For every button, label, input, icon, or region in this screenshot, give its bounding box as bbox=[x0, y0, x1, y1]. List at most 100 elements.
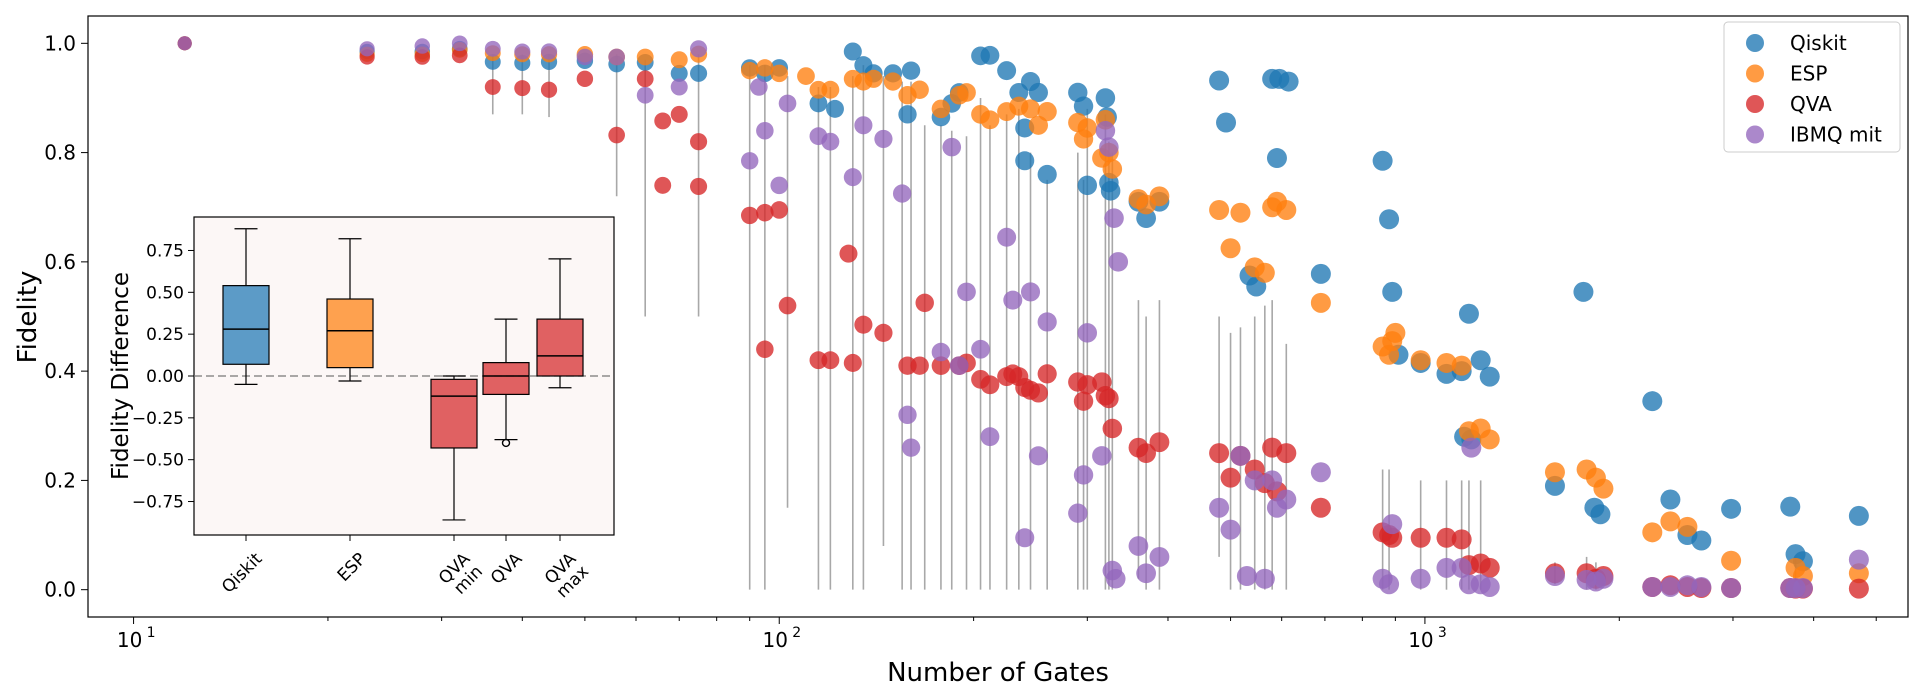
data-point bbox=[1015, 151, 1035, 171]
data-point bbox=[1100, 181, 1121, 201]
data-point bbox=[1382, 514, 1403, 535]
data-point bbox=[957, 282, 976, 302]
data-point bbox=[1209, 70, 1230, 91]
x-tick-label: 10 bbox=[763, 628, 788, 652]
data-point bbox=[1105, 568, 1126, 589]
data-point bbox=[1136, 563, 1156, 584]
legend-label-ibmq-mit: IBMQ mit bbox=[1790, 123, 1882, 147]
y-axis-label: Fidelity bbox=[13, 271, 43, 364]
data-point bbox=[654, 112, 672, 130]
data-point bbox=[1691, 530, 1712, 551]
data-point bbox=[576, 48, 594, 66]
y-tick-label: 0.6 bbox=[44, 250, 76, 274]
data-point bbox=[1451, 557, 1472, 578]
inset-y-axis-label: Fidelity Difference bbox=[108, 272, 134, 480]
data-point bbox=[690, 177, 708, 196]
data-point bbox=[854, 116, 873, 135]
data-point bbox=[1276, 489, 1297, 510]
data-point bbox=[608, 48, 625, 66]
data-point bbox=[1372, 150, 1393, 171]
data-point bbox=[1028, 383, 1048, 403]
data-point bbox=[1593, 478, 1614, 499]
data-point bbox=[1073, 96, 1094, 116]
data-point bbox=[636, 86, 654, 104]
data-point bbox=[997, 227, 1017, 247]
data-point bbox=[1590, 504, 1611, 525]
data-point bbox=[1254, 262, 1275, 283]
legend-marker-ibmq-mit bbox=[1746, 125, 1764, 144]
data-point bbox=[1015, 528, 1035, 548]
data-point bbox=[942, 137, 962, 157]
data-point bbox=[901, 438, 921, 457]
data-point bbox=[540, 81, 558, 98]
data-point bbox=[1848, 549, 1869, 570]
data-point bbox=[1458, 303, 1479, 324]
data-point bbox=[636, 48, 654, 66]
data-point bbox=[484, 40, 501, 57]
data-point bbox=[1385, 322, 1406, 343]
y-tick-label: 0.8 bbox=[44, 141, 76, 165]
inset-y-tick-label: 0.25 bbox=[146, 325, 184, 345]
y-tick-label: 0.4 bbox=[44, 359, 76, 383]
data-point bbox=[1379, 574, 1400, 595]
data-point bbox=[931, 99, 951, 119]
data-point bbox=[1451, 529, 1472, 550]
data-point bbox=[1310, 497, 1331, 518]
box-body bbox=[482, 362, 530, 396]
y-tick-label: 0.2 bbox=[44, 468, 76, 492]
data-point bbox=[576, 70, 594, 88]
data-point bbox=[1479, 557, 1500, 578]
data-point bbox=[797, 67, 815, 85]
data-point bbox=[750, 78, 768, 96]
data-point bbox=[1278, 71, 1299, 92]
data-point bbox=[1209, 497, 1230, 518]
data-point bbox=[997, 61, 1017, 81]
data-point bbox=[1073, 391, 1094, 411]
data-point bbox=[1436, 557, 1457, 578]
x-axis-label: Number of Gates bbox=[887, 658, 1109, 688]
data-point bbox=[1102, 418, 1123, 439]
legend-marker-qva bbox=[1746, 95, 1764, 113]
data-point bbox=[690, 64, 708, 82]
data-point bbox=[1037, 102, 1057, 122]
data-point bbox=[874, 323, 893, 342]
y-axis-ticks: 0.0 0.2 0.4 0.6 0.8 1.0 bbox=[44, 31, 88, 602]
data-point bbox=[1209, 199, 1230, 220]
x-tick-exponent: 1 bbox=[147, 625, 156, 641]
data-point bbox=[514, 80, 531, 97]
data-point bbox=[359, 41, 375, 57]
data-point bbox=[1410, 568, 1431, 589]
box-body bbox=[430, 378, 478, 449]
data-point bbox=[1149, 546, 1170, 567]
inset-y-tick-label: −0.75 bbox=[132, 493, 184, 513]
data-point bbox=[1037, 312, 1057, 332]
data-point bbox=[874, 129, 893, 149]
data-point bbox=[1544, 566, 1565, 587]
y-tick-label: 1.0 bbox=[44, 31, 76, 55]
data-point bbox=[843, 42, 862, 61]
data-point bbox=[1262, 470, 1283, 491]
data-point bbox=[1792, 578, 1813, 599]
data-point bbox=[1310, 292, 1331, 313]
x-axis-ticks: 10 1 10 2 10 3 bbox=[117, 617, 1877, 652]
inset-x-tick-label-line: Qiskit bbox=[218, 549, 266, 597]
x-tick-label: 10 bbox=[117, 628, 142, 652]
data-point bbox=[484, 79, 501, 95]
inset-x-tick-label-line: QVA bbox=[487, 549, 527, 589]
data-point bbox=[1479, 366, 1500, 387]
data-point bbox=[1479, 429, 1500, 450]
x-tick-exponent: 2 bbox=[792, 625, 801, 641]
data-point bbox=[892, 184, 912, 203]
data-point bbox=[1266, 148, 1287, 169]
data-point bbox=[636, 70, 654, 88]
data-point bbox=[1028, 115, 1048, 135]
data-point bbox=[1220, 519, 1241, 540]
data-point bbox=[756, 121, 774, 140]
data-point bbox=[1092, 446, 1112, 466]
data-point bbox=[1220, 467, 1241, 488]
inset-x-tick-label: Qiskit bbox=[218, 549, 266, 597]
data-point bbox=[1220, 238, 1241, 259]
data-point bbox=[177, 36, 192, 51]
data-point bbox=[770, 64, 789, 83]
data-point bbox=[1544, 462, 1565, 483]
